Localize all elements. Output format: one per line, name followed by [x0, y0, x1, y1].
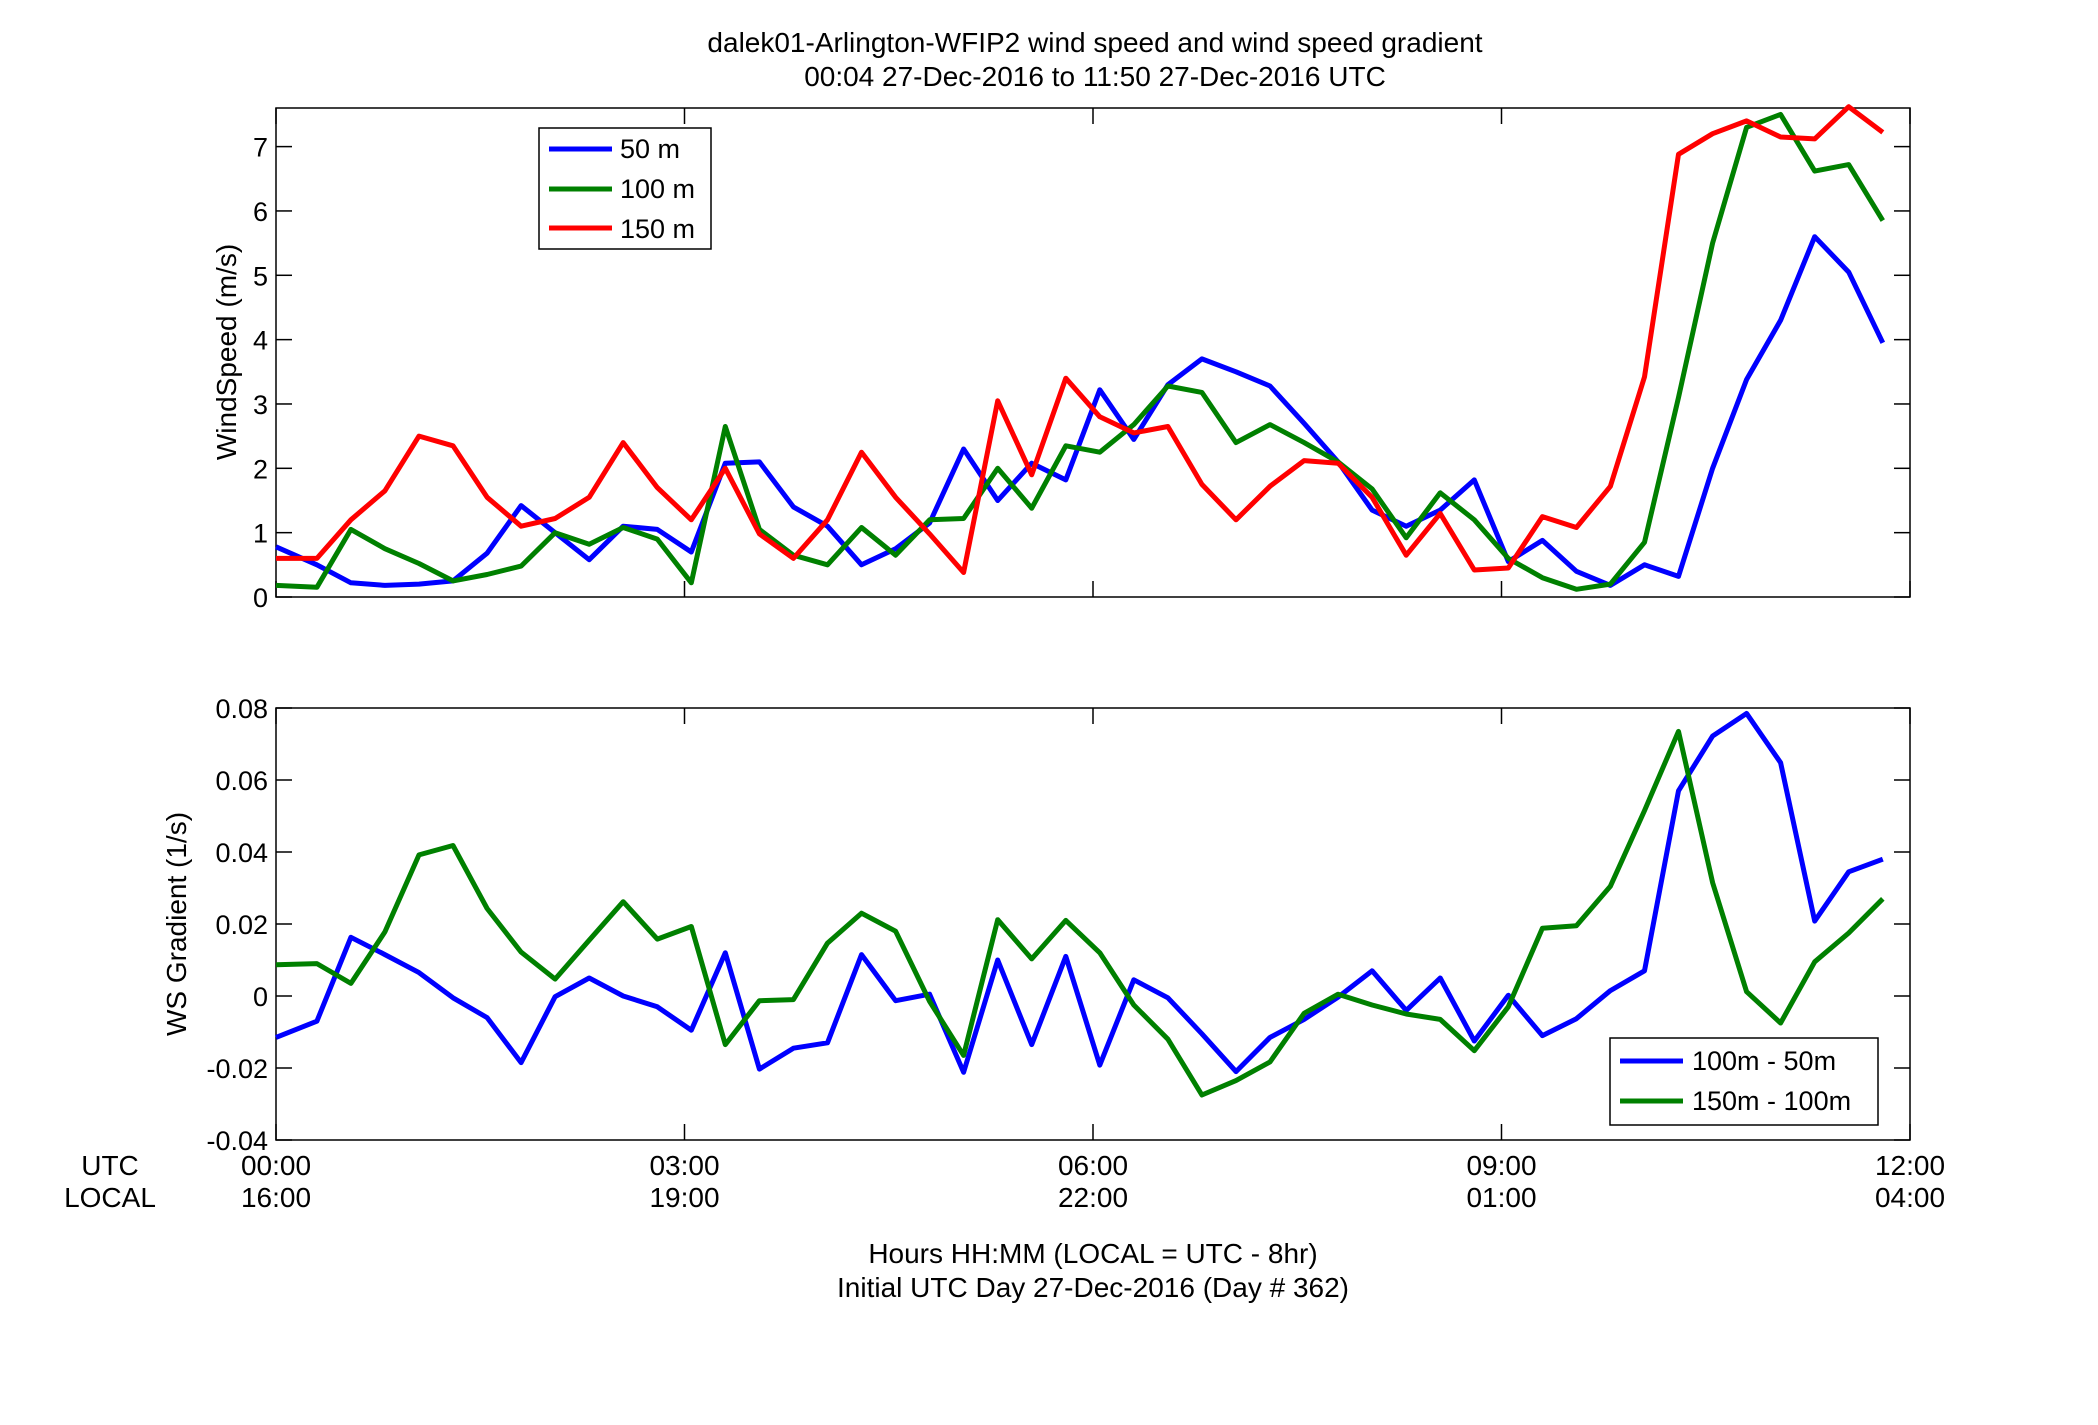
gradient-series-100m-50m [275, 710, 1884, 1075]
legend-label-50m: 50 m [620, 134, 680, 164]
gradient-ytick-label: -0.04 [206, 1126, 268, 1156]
windspeed-legend: 50 m 100 m 150 m [538, 127, 712, 250]
gradient-ytick-label: -0.02 [206, 1054, 268, 1084]
gradient-ytick-label: 0.06 [215, 766, 268, 796]
windspeed-ytick-label: 0 [253, 583, 268, 613]
windspeed-series [274, 104, 1886, 592]
gradient-series-150m-100m [275, 728, 1885, 1098]
chart-title-line1: dalek01-Arlington-WFIP2 wind speed and w… [707, 27, 1482, 58]
legend-label-150m: 150 m [620, 214, 695, 244]
windspeed-ytick-label: 7 [253, 133, 268, 163]
utc-row-label: UTC [81, 1150, 139, 1181]
windspeed-ytick-label: 1 [253, 519, 268, 549]
windspeed-ytick-label: 5 [253, 261, 268, 291]
legend-label-150m-100m: 150m - 100m [1692, 1086, 1851, 1116]
xtick-label-utc: 00:00 [241, 1150, 311, 1181]
gradient-x-ticks [275, 708, 1911, 1140]
xtick-label-utc: 12:00 [1875, 1150, 1945, 1181]
xtick-label-local: 16:00 [241, 1182, 311, 1213]
gradient-ytick-label: 0.08 [215, 694, 268, 724]
windspeed-series-50-m [274, 234, 1886, 588]
local-row-label: LOCAL [64, 1182, 156, 1213]
windspeed-ytick-label: 3 [253, 390, 268, 420]
xlabel-line2: Initial UTC Day 27-Dec-2016 (Day # 362) [837, 1272, 1349, 1303]
xtick-label-local: 22:00 [1058, 1182, 1128, 1213]
gradient-series [275, 710, 1885, 1098]
windspeed-ytick-label: 2 [253, 454, 268, 484]
gradient-ytick-label: 0.04 [215, 838, 268, 868]
windspeed-ytick-label: 4 [253, 326, 268, 356]
xtick-label-local: 04:00 [1875, 1182, 1945, 1213]
windspeed-series-100-m [275, 111, 1885, 592]
windspeed-ylabel: WindSpeed (m/s) [211, 244, 242, 460]
legend-label-100m-50m: 100m - 50m [1692, 1046, 1836, 1076]
windspeed-ytick-label: 6 [253, 197, 268, 227]
xtick-label-utc: 03:00 [649, 1150, 719, 1181]
gradient-legend: 100m - 50m 150m - 100m [1609, 1037, 1879, 1126]
xtick-label-local: 19:00 [649, 1182, 719, 1213]
windspeed-x-ticks [275, 108, 1911, 597]
windspeed-series-150-m [276, 104, 1885, 575]
windspeed-y-ticks: 0 1 2 3 4 5 6 7 [253, 133, 1910, 613]
gradient-legend-box [1609, 1037, 1879, 1126]
xlabel-line1: Hours HH:MM (LOCAL = UTC - 8hr) [868, 1238, 1317, 1269]
gradient-y-ticks: -0.04 -0.02 0 0.02 0.04 0.06 0.08 [206, 694, 1910, 1156]
legend-label-100m: 100 m [620, 174, 695, 204]
gradient-ytick-label: 0.02 [215, 910, 268, 940]
xtick-label-utc: 06:00 [1058, 1150, 1128, 1181]
windspeed-panel: 0 1 2 3 4 5 6 7 WindSpeed (m/s) 50 m 100 m 150 … [211, 104, 1911, 613]
gradient-ytick-label: 0 [253, 982, 268, 1012]
chart-title-line2: 00:04 27-Dec-2016 to 11:50 27-Dec-2016 U… [804, 61, 1386, 92]
gradient-ylabel: WS Gradient (1/s) [161, 812, 192, 1036]
gradient-panel: -0.04 -0.02 0 0.02 0.04 0.06 0.08 WS Gradient … [161, 694, 1911, 1156]
xtick-label-utc: 09:00 [1466, 1150, 1536, 1181]
xtick-label-local: 01:00 [1466, 1182, 1536, 1213]
